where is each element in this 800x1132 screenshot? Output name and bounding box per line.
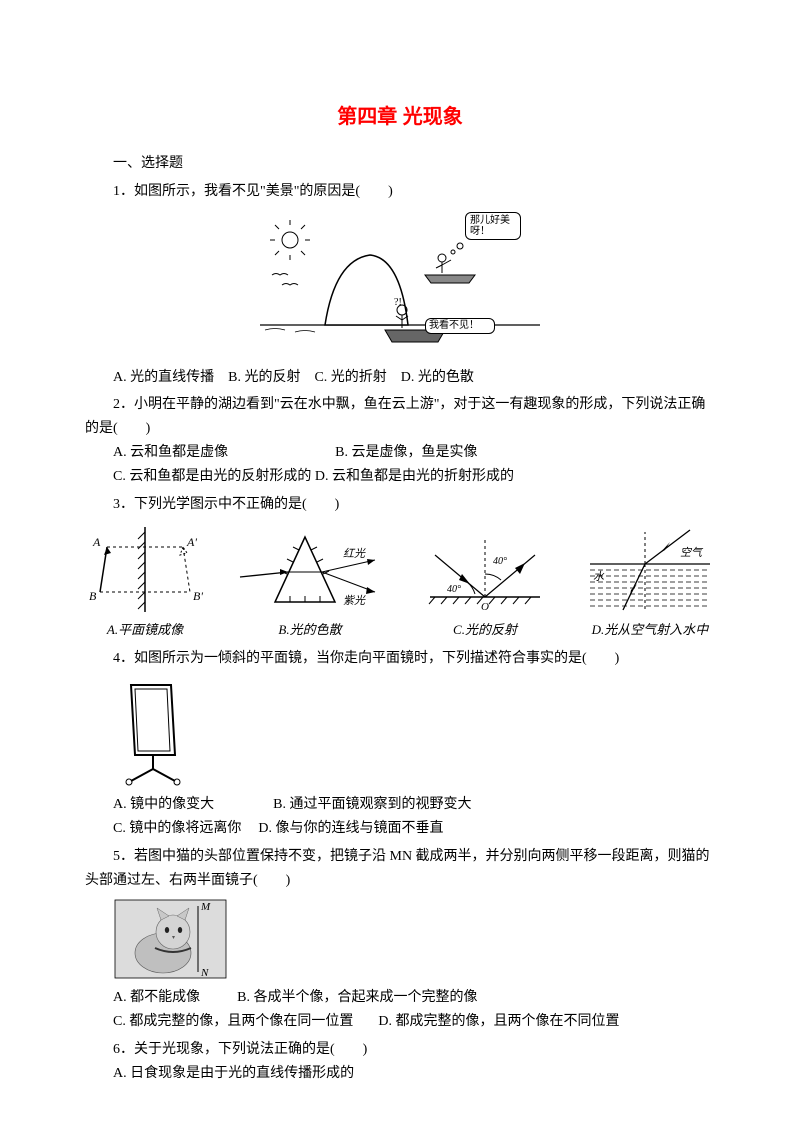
q2-text: 2．小明在平静的湖边看到"云在水中飘，鱼在云上游"，对于这一有趣现象的形成，下列… <box>85 393 715 441</box>
svg-text:A: A <box>92 535 101 549</box>
question-2: 2．小明在平静的湖边看到"云在水中飘，鱼在云上游"，对于这一有趣现象的形成，下列… <box>85 393 715 488</box>
q3-figB: 红光 紫光 B.光的色散 <box>235 522 385 641</box>
question-1: 1．如图所示，我看不见"美景"的原因是( ) <box>85 180 715 390</box>
q2-row2: C. 云和鱼都是由光的反射形成的 D. 云和鱼都是由光的折射形成的 <box>85 465 715 489</box>
question-4: 4．如图所示为一倾斜的平面镜，当你走向平面镜时，下列描述符合事实的是( ) A.… <box>85 647 715 840</box>
q5-row2: C. 都成完整的像，且两个像在同一位置 D. 都成完整的像，且两个像在不同位置 <box>85 1010 715 1034</box>
q4-optD: D. 像与你的连线与镜面不垂直 <box>258 821 443 836</box>
q4-row2: C. 镜中的像将远离你 D. 像与你的连线与镜面不垂直 <box>85 817 715 841</box>
svg-text:N: N <box>200 967 209 979</box>
q2-row1: A. 云和鱼都是虚像 B. 云是虚像，鱼是实像 <box>85 441 715 465</box>
q3-figD: 空气 水 D.光从空气射入水中 <box>585 522 715 641</box>
q3-figures: A B A' B' A.平面镜成像 <box>85 522 715 641</box>
svg-text:40°: 40° <box>447 584 461 595</box>
svg-text:B': B' <box>193 589 203 603</box>
svg-text:空气: 空气 <box>680 546 704 559</box>
svg-text:红光: 红光 <box>343 547 366 560</box>
q6-text: 6．关于光现象，下列说法正确的是( ) <box>85 1038 715 1062</box>
q2-optD: D. 云和鱼都是由光的折射形成的 <box>315 469 514 484</box>
q2-optA: A. 云和鱼都是虚像 <box>113 445 228 460</box>
chapter-title: 第四章 光现象 <box>85 100 715 134</box>
q5-optB: B. 各成半个像，合起来成一个完整的像 <box>237 990 477 1005</box>
svg-text:水: 水 <box>593 570 605 583</box>
question-5: 5．若图中猫的头部位置保持不变，把镜子沿 MN 截成两半，并分别向两侧平移一段距… <box>85 845 715 1034</box>
q1-bubble-bottom: 我看不见！ <box>425 318 495 334</box>
q1-text: 1．如图所示，我看不见"美景"的原因是( ) <box>85 180 715 204</box>
q4-optA: A. 镜中的像变大 <box>113 797 214 812</box>
q4-figure <box>85 677 715 787</box>
svg-text:紫光: 紫光 <box>343 594 366 607</box>
q4-optB: B. 通过平面镜观察到的视野变大 <box>273 797 471 812</box>
q3-captA: A.平面镜成像 <box>107 619 183 641</box>
svg-text:?!: ?! <box>394 297 402 308</box>
q3-captC: C.光的反射 <box>453 619 517 641</box>
svg-text:40°: 40° <box>493 556 507 567</box>
svg-text:M: M <box>200 901 211 913</box>
q5-figure: M N <box>85 898 715 980</box>
q5-optC: C. 都成完整的像，且两个像在同一位置 <box>113 1014 353 1029</box>
q5-text: 5．若图中猫的头部位置保持不变，把镜子沿 MN 截成两半，并分别向两侧平移一段距… <box>85 845 715 893</box>
q1-options: A. 光的直线传播 B. 光的反射 C. 光的折射 D. 光的色散 <box>85 366 715 390</box>
q4-text: 4．如图所示为一倾斜的平面镜，当你走向平面镜时，下列描述符合事实的是( ) <box>85 647 715 671</box>
section-header: 一、选择题 <box>85 152 715 176</box>
q6-optA: A. 日食现象是由于光的直线传播形成的 <box>85 1062 715 1086</box>
question-3: 3．下列光学图示中不正确的是( ) A B A' <box>85 493 715 642</box>
svg-text:O: O <box>481 601 489 613</box>
q1-bubble-top: 那儿好美呀！ <box>465 212 521 240</box>
q4-optC: C. 镜中的像将远离你 <box>113 821 241 836</box>
q4-row1: A. 镜中的像变大 B. 通过平面镜观察到的视野变大 <box>85 793 715 817</box>
q2-optB: B. 云是虚像，鱼是实像 <box>335 445 477 460</box>
q1-figure: ?! 我看不见！ 那儿好美呀！ <box>85 210 715 360</box>
q3-figC: 40° 40° O C.光的反射 <box>415 522 555 641</box>
svg-text:B: B <box>89 589 97 603</box>
q3-captD: D.光从空气射入水中 <box>592 619 709 641</box>
q3-figA: A B A' B' A.平面镜成像 <box>85 522 205 641</box>
q5-optD: D. 都成完整的像，且两个像在不同位置 <box>378 1014 619 1029</box>
q5-optA: A. 都不能成像 <box>113 990 200 1005</box>
q2-optC: C. 云和鱼都是由光的反射形成的 <box>113 469 311 484</box>
q3-captB: B.光的色散 <box>278 619 341 641</box>
q3-text: 3．下列光学图示中不正确的是( ) <box>85 493 715 517</box>
q5-row1: A. 都不能成像 B. 各成半个像，合起来成一个完整的像 <box>85 986 715 1010</box>
question-6: 6．关于光现象，下列说法正确的是( ) A. 日食现象是由于光的直线传播形成的 <box>85 1038 715 1086</box>
svg-text:A': A' <box>186 535 197 549</box>
